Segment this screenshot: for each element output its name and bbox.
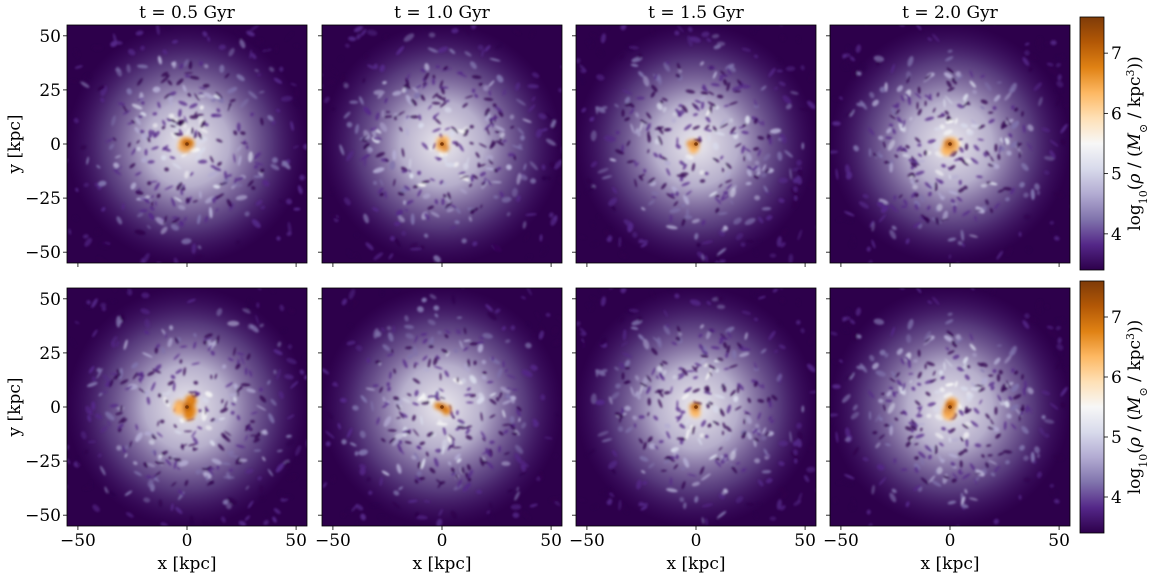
core-region xyxy=(173,394,198,421)
x-tick-label: −50 xyxy=(569,531,605,551)
filament-layer xyxy=(67,288,307,526)
core-center xyxy=(440,405,444,409)
y-tick-label: 0 xyxy=(50,398,61,418)
x-axis-label: x [kpc] xyxy=(667,554,726,574)
y-tick-label: 25 xyxy=(39,81,61,101)
colorbar-tick-label: 6 xyxy=(1111,368,1122,388)
density-panel-r2-c2: −50 0 50 x [kpc] xyxy=(315,287,563,574)
density-panel-r1-c2: t = 1.0 Gyr xyxy=(318,3,563,267)
density-map xyxy=(67,288,307,526)
x-tick-label: 50 xyxy=(1048,531,1070,551)
colorbar-tick-label: 5 xyxy=(1111,428,1122,448)
colorbar-label: log10(ρ / (M⊙ / kpc3)) xyxy=(1124,56,1150,231)
filament-layer xyxy=(67,25,307,263)
colorbar-tick-label: 6 xyxy=(1111,104,1122,124)
colorbar-tick-label: 4 xyxy=(1111,488,1122,508)
core-center xyxy=(440,142,444,146)
x-tick-label: 0 xyxy=(945,531,956,551)
filament-layer xyxy=(830,25,1070,263)
colorbar-label: log10(ρ / (M⊙ / kpc3)) xyxy=(1124,320,1150,495)
x-axis-label: x [kpc] xyxy=(413,554,472,574)
y-tick-label: −25 xyxy=(25,452,61,472)
filament-layer xyxy=(576,25,816,263)
colorbar-tick-label: 7 xyxy=(1111,44,1122,64)
density-map xyxy=(322,288,562,526)
density-panel-r1-c3: t = 1.5 Gyr xyxy=(572,3,817,267)
density-map xyxy=(322,25,562,263)
y-axis-label: y [kpc] xyxy=(5,378,25,438)
density-map xyxy=(576,25,816,263)
panel-title: t = 2.0 Gyr xyxy=(902,3,999,23)
x-axis-label: x [kpc] xyxy=(158,554,217,574)
y-tick-label: −50 xyxy=(25,243,61,263)
panel-title: t = 0.5 Gyr xyxy=(139,3,236,23)
y-tick-label: −50 xyxy=(25,506,61,526)
core-region xyxy=(686,139,700,154)
core-center xyxy=(185,142,189,146)
colorbar-tick-label: 7 xyxy=(1111,308,1122,328)
colorbar-scale xyxy=(1079,280,1105,534)
core-center xyxy=(948,405,952,409)
x-tick-label: −50 xyxy=(823,531,859,551)
density-panel-r1-c4: t = 2.0 Gyr xyxy=(826,3,1071,267)
colorbar-tick-label: 5 xyxy=(1111,165,1122,185)
core-center xyxy=(694,142,698,146)
x-tick-label: 50 xyxy=(794,531,816,551)
y-tick-label: 50 xyxy=(39,290,61,310)
density-panel-r2-c1: −50 0 50 −50 −25 0 25 50 x [kpc] y [kpc] xyxy=(5,287,308,574)
core-center xyxy=(694,405,698,409)
x-tick-label: 0 xyxy=(437,531,448,551)
panel-title: t = 1.0 Gyr xyxy=(394,3,491,23)
x-tick-label: −50 xyxy=(60,531,96,551)
core-region xyxy=(942,397,958,421)
y-axis-label: y [kpc] xyxy=(5,115,25,175)
filament-layer xyxy=(576,288,816,526)
density-panel-r1-c1: −50 −25 0 25 50 t = 0.5 Gyr y [kpc] xyxy=(5,3,308,267)
x-tick-label: 50 xyxy=(285,531,307,551)
filament-layer xyxy=(322,288,562,526)
core-center xyxy=(185,405,189,409)
y-tick-label: 0 xyxy=(50,135,61,155)
density-panel-r2-c4: −50 0 50 x [kpc] xyxy=(823,287,1071,574)
x-tick-label: 50 xyxy=(540,531,562,551)
filament-layer xyxy=(830,288,1070,526)
y-tick-label: 50 xyxy=(39,27,61,47)
colorbar-scale xyxy=(1079,16,1105,271)
density-map xyxy=(830,288,1070,526)
x-tick-label: 0 xyxy=(691,531,702,551)
colorbar-tick-label: 4 xyxy=(1111,225,1122,245)
density-map xyxy=(67,25,307,263)
y-tick-label: 25 xyxy=(39,344,61,364)
y-tick-label: −25 xyxy=(25,189,61,209)
x-tick-label: 0 xyxy=(182,531,193,551)
core-center xyxy=(948,142,952,146)
density-map xyxy=(830,25,1070,263)
x-tick-label: −50 xyxy=(315,531,351,551)
density-map xyxy=(576,288,816,526)
density-panel-r2-c3: −50 0 50 x [kpc] xyxy=(569,287,817,574)
x-axis-label: x [kpc] xyxy=(921,554,980,574)
panel-title: t = 1.5 Gyr xyxy=(648,3,745,23)
